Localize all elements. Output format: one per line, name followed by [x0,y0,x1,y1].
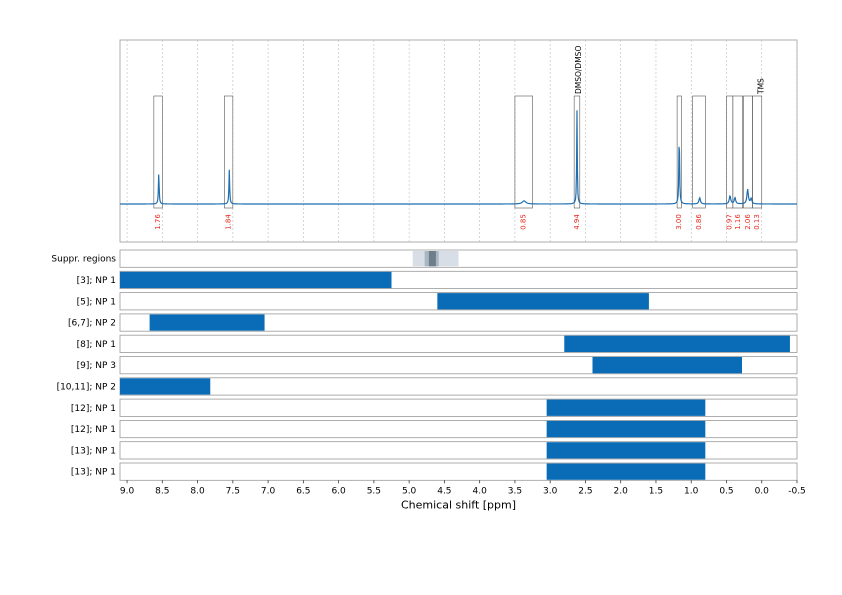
spectrum-trace [120,110,797,205]
integral-label: 2.06 [744,214,752,230]
range-bar [564,335,790,352]
x-tick-label: 0.5 [719,486,733,496]
integral-label: 0.97 [726,214,734,230]
peak-annotation: TMS [757,78,766,95]
row-label: [9]; NP 3 [77,361,116,371]
integral-box [153,95,163,209]
peak-annotation: DMSO/DMSO [574,46,583,94]
row-label: [13]; NP 1 [71,446,116,456]
range-bar [120,271,392,289]
row-label: [8]; NP 1 [77,340,116,350]
x-tick-label: 4.0 [472,486,487,496]
range-bar [120,378,211,395]
x-tick-label: 7.5 [226,486,240,496]
integral-label: 0.85 [520,214,528,230]
row-label: [13]; NP 1 [71,468,116,478]
integral-box [752,95,763,209]
integral-label: 4.94 [573,214,581,230]
row-label: [5]; NP 1 [77,297,116,307]
x-tick-label: 5.5 [367,486,381,496]
x-tick-label: 6.0 [331,486,346,496]
x-tick-label: -0.5 [788,486,806,496]
x-tick-label: 8.5 [155,486,169,496]
integral-label: 1.84 [225,214,233,230]
integral-label: 0.13 [753,214,761,230]
range-bar [546,399,706,416]
suppr-label: Suppr. regions [51,255,116,265]
row-label: [10,11]; NP 2 [57,382,116,392]
suppr-region [428,251,436,267]
suppression-regions-panel: Suppr. regions [51,249,798,268]
row-label: [6,7]; NP 2 [68,319,116,329]
integral-box [692,95,706,209]
integral-label: 0.86 [695,214,703,230]
x-tick-label: 4.5 [437,486,451,496]
x-tick-label: 2.0 [614,486,629,496]
row-frame [119,377,798,396]
integral-label: 1.76 [154,214,162,230]
x-tick-label: 1.0 [684,486,699,496]
spectrum-frame [119,39,798,243]
x-tick-label: 9.0 [120,486,135,496]
integral-label: 3.00 [675,214,683,230]
integral-label: 1.16 [734,214,742,230]
x-tick-label: 0.0 [755,486,770,496]
row-label: [12]; NP 1 [71,425,116,435]
row-label: [12]; NP 1 [71,404,116,414]
range-bar [437,293,649,310]
x-tick-label: 3.5 [508,486,522,496]
range-rows-panel: [3]; NP 1 [5]; NP 1 [6,7]; NP 2 [8]; NP 1 [9… [57,270,798,481]
x-axis-label: Chemical shift [ppm] [401,498,516,511]
integral-box [514,95,533,209]
integral-box [732,95,743,209]
range-bar [546,463,706,480]
x-tick-label: 8.0 [190,486,205,496]
range-bar [546,420,706,438]
spectrum-panel: 1.76 1.84 0.85 4.94 3.00 0.86 0.97 1.16 2.06 0.13… [119,39,798,243]
x-tick-label: 5.0 [402,486,417,496]
integral-box [573,95,581,209]
x-tick-label: 2.5 [578,486,592,496]
integral-box [676,95,682,209]
integral-box [224,95,234,209]
x-tick-label: 1.5 [649,486,663,496]
x-tick-label: 7.0 [261,486,276,496]
row-label: [3]; NP 1 [77,276,116,286]
x-axis: 9.0 8.5 8.0 7.5 7.0 6.5 6.0 5.5 5.0 4.5 4.0 3.5 3.0 2… [120,480,806,496]
range-bar [592,357,742,374]
x-tick-label: 3.0 [543,486,558,496]
x-tick-label: 6.5 [296,486,310,496]
row-frame [119,313,798,332]
range-bar [149,314,265,331]
range-bar [546,442,706,459]
